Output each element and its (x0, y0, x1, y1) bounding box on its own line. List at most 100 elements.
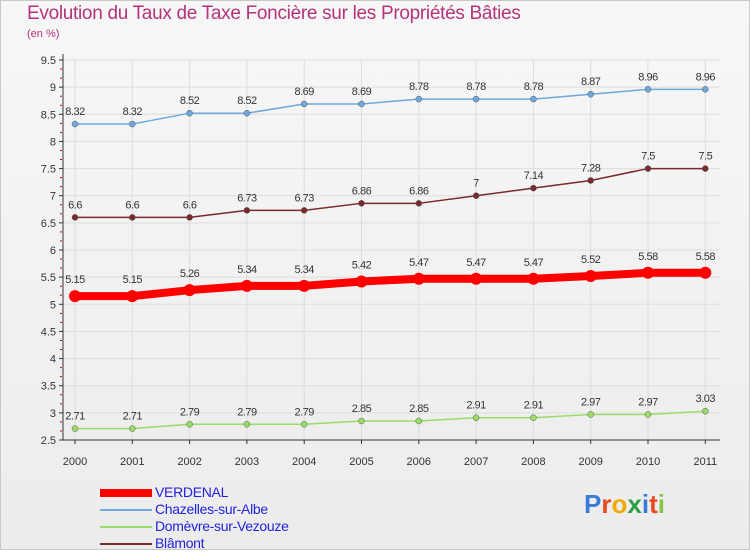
x-tick-label: 2006 (407, 456, 431, 468)
y-tick-label: 9 (50, 82, 56, 94)
legend-label: VERDENAL (155, 484, 229, 500)
data-label: 2.79 (294, 406, 314, 418)
data-point (183, 284, 196, 297)
data-label: 6.6 (125, 199, 139, 211)
data-label: 3.03 (696, 393, 716, 405)
data-label: 5.47 (466, 257, 486, 269)
data-point (243, 109, 251, 117)
logo-letter: x (627, 489, 642, 519)
logo-letter: r (601, 489, 612, 519)
data-point (186, 214, 193, 221)
data-label: 8.78 (524, 81, 544, 93)
data-label: 6.73 (294, 192, 314, 204)
y-tick-label: 5.5 (41, 272, 56, 284)
data-label: 2.97 (581, 396, 601, 408)
y-tick-label: 7.5 (41, 164, 56, 176)
data-label: 6.6 (183, 199, 197, 211)
data-point (699, 266, 712, 279)
y-tick-label: 3 (50, 408, 56, 420)
data-label: 8.69 (352, 86, 372, 98)
data-point (587, 177, 594, 184)
data-label: 5.34 (294, 264, 314, 276)
logo-letter: t (649, 489, 658, 519)
data-label: 2.97 (638, 396, 658, 408)
data-label: 5.47 (524, 257, 544, 269)
y-tick-label: 2.5 (41, 435, 56, 447)
data-point (129, 120, 136, 128)
data-point (71, 425, 79, 432)
y-tick-label: 4 (50, 354, 56, 366)
legend-swatch (100, 542, 152, 545)
x-tick-label: 2000 (63, 456, 87, 468)
data-point (355, 275, 368, 288)
chart-title: Evolution du Taux de Taxe Foncière sur l… (27, 3, 521, 24)
y-tick-label: 7 (50, 191, 56, 203)
data-point (472, 95, 480, 103)
data-label: 5.58 (696, 251, 716, 263)
data-label: 7.5 (698, 151, 712, 163)
data-label: 8.52 (237, 95, 257, 107)
data-point (470, 272, 483, 285)
data-label: 8.96 (638, 71, 658, 83)
legend-label: Blâmont (155, 535, 205, 551)
x-tick-label: 2011 (693, 456, 717, 468)
legend-item-verdenal: VERDENAL (100, 484, 289, 501)
data-label: 2.85 (352, 403, 372, 415)
data-point (702, 86, 709, 93)
data-point (71, 120, 79, 128)
y-tick-label: 6 (50, 245, 56, 257)
data-point (69, 290, 81, 303)
data-point (415, 200, 423, 207)
data-point (530, 414, 537, 421)
data-point (129, 214, 136, 221)
data-label: 5.47 (409, 257, 429, 269)
x-tick-label: 2001 (120, 456, 144, 468)
data-point (702, 165, 709, 172)
data-point (472, 192, 480, 199)
x-tick-label: 2008 (521, 456, 545, 468)
logo-letter: i (641, 489, 650, 519)
data-label: 8.52 (180, 95, 200, 107)
series-line-dom-vre-sur-vezouze (75, 410, 706, 430)
data-point (644, 411, 652, 418)
data-label: 7.5 (641, 151, 655, 163)
data-label: 8.78 (409, 81, 429, 93)
data-label: 8.96 (696, 71, 716, 83)
data-label: 2.91 (524, 400, 544, 412)
data-label: 5.52 (581, 254, 601, 266)
x-tick-label: 2007 (464, 456, 488, 468)
series-line-bl-mont (75, 167, 706, 219)
data-point (472, 414, 480, 421)
x-tick-label: 2010 (636, 456, 660, 468)
legend-item-blamont: Blâmont (100, 535, 289, 552)
data-point (126, 290, 139, 303)
y-tick-label: 4.5 (41, 326, 56, 338)
data-label: 8.69 (294, 86, 314, 98)
data-label: 2.91 (466, 400, 486, 412)
data-point (358, 417, 365, 425)
legend-swatch (100, 488, 152, 497)
y-tick-label: 9.5 (41, 55, 56, 67)
data-point (243, 421, 251, 428)
x-tick-label: 2004 (292, 456, 316, 468)
data-label: 6.86 (409, 185, 429, 197)
data-point (412, 272, 425, 285)
x-tick-label: 2002 (177, 456, 201, 468)
data-point (240, 279, 253, 292)
data-label: 5.15 (123, 274, 143, 286)
data-point (300, 421, 308, 428)
data-point (358, 200, 365, 207)
data-label: 8.78 (466, 81, 486, 93)
legend-label: Chazelles-sur-Albe (155, 501, 268, 517)
data-point (243, 207, 251, 214)
data-label: 8.32 (65, 106, 85, 118)
logo-letter: P (584, 489, 602, 519)
data-point (644, 86, 652, 93)
logo-letter: i (657, 489, 665, 519)
data-point (415, 95, 423, 103)
y-tick-label: 5 (50, 299, 56, 311)
data-label: 6.73 (237, 192, 257, 204)
data-label: 2.79 (237, 406, 257, 418)
data-point (298, 279, 311, 292)
